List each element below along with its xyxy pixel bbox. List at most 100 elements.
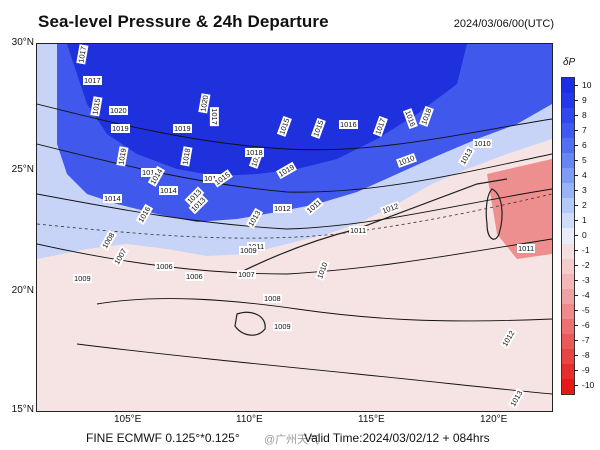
colorbar-segment [562,363,574,380]
isobar-label: 1010 [473,139,492,148]
colorbar-segment [562,168,574,184]
taiwan-outline [485,188,503,240]
colorbar-label: -9 [582,365,590,376]
negative-departure-region [487,159,552,259]
isobar-3 [37,188,552,230]
lon-label-105: 105°E [114,414,142,425]
colorbar-tick [574,84,578,86]
isobar-label: 1014 [103,194,122,203]
colorbar-label: -7 [582,335,590,346]
isobar-label: 1006 [185,272,204,281]
colorbar-label: 9 [582,94,587,105]
colorbar-segment [562,378,574,395]
colorbar-segment [562,123,574,139]
colorbar-label: 4 [582,169,587,180]
colorbar-tick [574,355,578,357]
colorbar-tick [574,295,578,297]
core-positive-region [67,44,467,176]
colorbar-segment [562,318,574,335]
colorbar-tick [574,129,578,131]
colorbar-label: -2 [582,260,590,271]
colorbar-label: -5 [582,305,590,316]
colorbar-segment [562,153,574,169]
colorbar-label: 3 [582,184,587,195]
dashed-departure-contour [37,193,552,239]
watermark: @广州天气 [264,434,320,446]
colorbar-segment [562,258,574,275]
colorbar-segment [562,303,574,320]
colorbar-tick [574,144,578,146]
colorbar-tick [574,385,578,387]
isobar-label: 1018 [245,148,264,157]
colorbar-tick [574,310,578,312]
colorbar-label: -3 [582,275,590,286]
lon-label-110: 110°E [236,414,263,425]
isobar-label: 1006 [155,262,174,271]
isobar-label: 1007 [237,270,256,279]
valid-time: Valid Time:2024/03/02/12 + 084hrs [304,431,490,445]
colorbar [561,77,575,395]
colorbar-tick [574,114,578,116]
lat-label-20: 20°N [11,285,34,296]
chart-title: Sea-level Pressure & 24h Departure [38,12,329,31]
lon-label-120: 120°E [480,414,508,425]
isobar-label: 1020 [109,106,128,115]
isobar-label: 1019 [173,124,192,133]
colorbar-label: 8 [582,109,587,120]
colorbar-segment [562,108,574,124]
isobar-label: 1011 [349,226,368,235]
colorbar-segment [562,138,574,154]
colorbar-tick [574,235,578,236]
colorbar-segment [562,228,574,245]
isobar-label: 1011 [517,244,536,253]
lat-label-30: 30°N [11,37,34,48]
isobar-label: 1009 [239,246,258,255]
colorbar-tick [574,265,578,267]
colorbar-segment [562,198,574,214]
map-canvas [37,44,552,411]
colorbar-label: 6 [582,139,587,150]
colorbar-segment [562,243,574,260]
colorbar-tick [574,280,578,282]
isobar-label: 1009 [73,274,92,283]
colorbar-tick [574,340,578,342]
colorbar-label: 10 [582,79,592,90]
isobar-label: 1017 [83,76,102,85]
colorbar-segment [562,78,574,94]
colorbar-tick [574,159,578,161]
colorbar-tick [574,189,578,191]
colorbar-title: δP [563,57,576,68]
hainan-outline [234,311,266,336]
colorbar-segment [562,273,574,290]
colorbar-segment [562,213,574,229]
isobar-label: 1016 [339,120,358,129]
model-label: FINE ECMWF 0.125°*0.125° [86,431,240,445]
colorbar-label: 7 [582,124,587,135]
colorbar-tick [574,219,578,221]
isobar-label: 1008 [263,294,282,303]
colorbar-segment [562,183,574,199]
colorbar-label: -4 [582,290,590,301]
isobar-1 [37,103,552,151]
colorbar-segment [562,348,574,365]
lat-label-25: 25°N [11,164,34,175]
colorbar-tick [574,204,578,206]
colorbar-label: -10 [582,380,595,391]
colorbar-segment [562,93,574,109]
colorbar-segment [562,333,574,350]
isobar-6 [76,343,552,395]
colorbar-tick [574,370,578,372]
colorbar-tick [574,250,578,252]
forecast-datetime: 2024/03/06/00(UTC) [453,18,554,30]
colorbar-tick [574,99,578,101]
isobar-label: 1018 [141,168,160,177]
colorbar-tick [574,174,578,176]
lon-label-115: 115°E [358,414,385,425]
colorbar-label: 2 [582,199,587,210]
colorbar-label: -1 [582,245,590,256]
colorbar-label: -8 [582,350,590,361]
isobar-2 [37,143,552,193]
isobar-label: 1009 [273,322,292,331]
isobar-label: 1017 [209,107,219,126]
colorbar-label: 0 [582,230,587,240]
